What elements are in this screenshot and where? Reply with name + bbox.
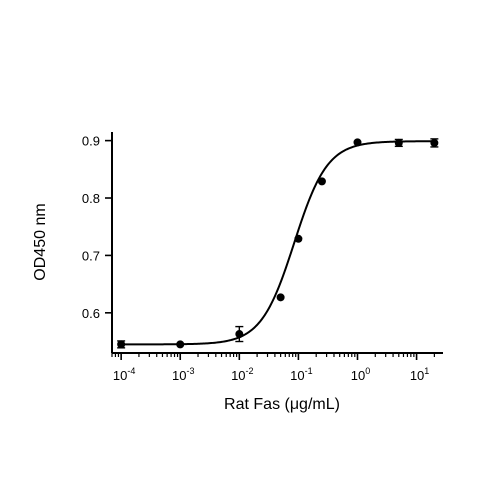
x-tick-label: 100 xyxy=(351,366,370,383)
x-tick-label: 10-1 xyxy=(290,366,312,383)
x-tick-label-base: 10 xyxy=(351,368,365,383)
y-tick-label: 0.9 xyxy=(82,134,100,149)
x-tick-label-base: 10 xyxy=(172,368,186,383)
y-tick-label: 0.7 xyxy=(82,248,100,263)
x-tick-label-base: 10 xyxy=(113,368,127,383)
x-tick-label-base: 10 xyxy=(231,368,245,383)
data-point xyxy=(430,138,439,147)
data-point xyxy=(317,177,326,186)
y-tick-label: 0.8 xyxy=(82,191,100,206)
x-tick-label-exponent: -2 xyxy=(246,366,254,376)
x-tick-label: 10-4 xyxy=(113,366,135,383)
data-point xyxy=(276,293,285,302)
x-tick-label: 10-2 xyxy=(231,366,253,383)
fit-curve-layer xyxy=(121,140,435,346)
data-point xyxy=(235,330,244,339)
data-point xyxy=(117,340,126,349)
x-tick-label: 101 xyxy=(410,366,429,383)
x-tick-label-exponent: -4 xyxy=(127,366,135,376)
data-point xyxy=(394,138,403,147)
y-axis-title: OD450 nm xyxy=(32,203,49,280)
x-axis-ticks: 10-4 10-3 10-2 10-1 100 101 xyxy=(111,353,435,383)
x-tick-label-exponent: -3 xyxy=(186,366,194,376)
x-tick-label: 10-3 xyxy=(172,366,194,383)
x-tick-label-base: 10 xyxy=(410,368,424,383)
x-tick-label-exponent: 0 xyxy=(365,366,370,376)
x-axis-title: Rat Fas (μg/mL) xyxy=(224,396,340,413)
y-tick-label: 0.6 xyxy=(82,306,100,321)
x-tick-label-base: 10 xyxy=(290,368,304,383)
data-point xyxy=(176,340,185,349)
y-axis-ticks: 0.6 0.7 0.8 0.9 xyxy=(82,134,112,321)
x-tick-label-exponent: 1 xyxy=(424,366,429,376)
data-point xyxy=(294,234,303,243)
fit-curve xyxy=(121,140,435,346)
x-tick-label-exponent: -1 xyxy=(305,366,313,376)
data-point xyxy=(353,138,362,147)
data-points-layer xyxy=(117,138,439,349)
